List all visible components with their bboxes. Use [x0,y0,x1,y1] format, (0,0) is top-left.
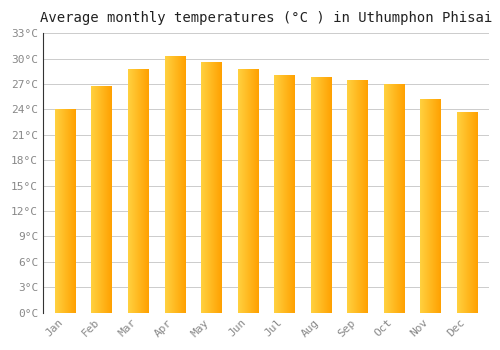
Title: Average monthly temperatures (°C ) in Uthumphon Phisai: Average monthly temperatures (°C ) in Ut… [40,11,492,25]
